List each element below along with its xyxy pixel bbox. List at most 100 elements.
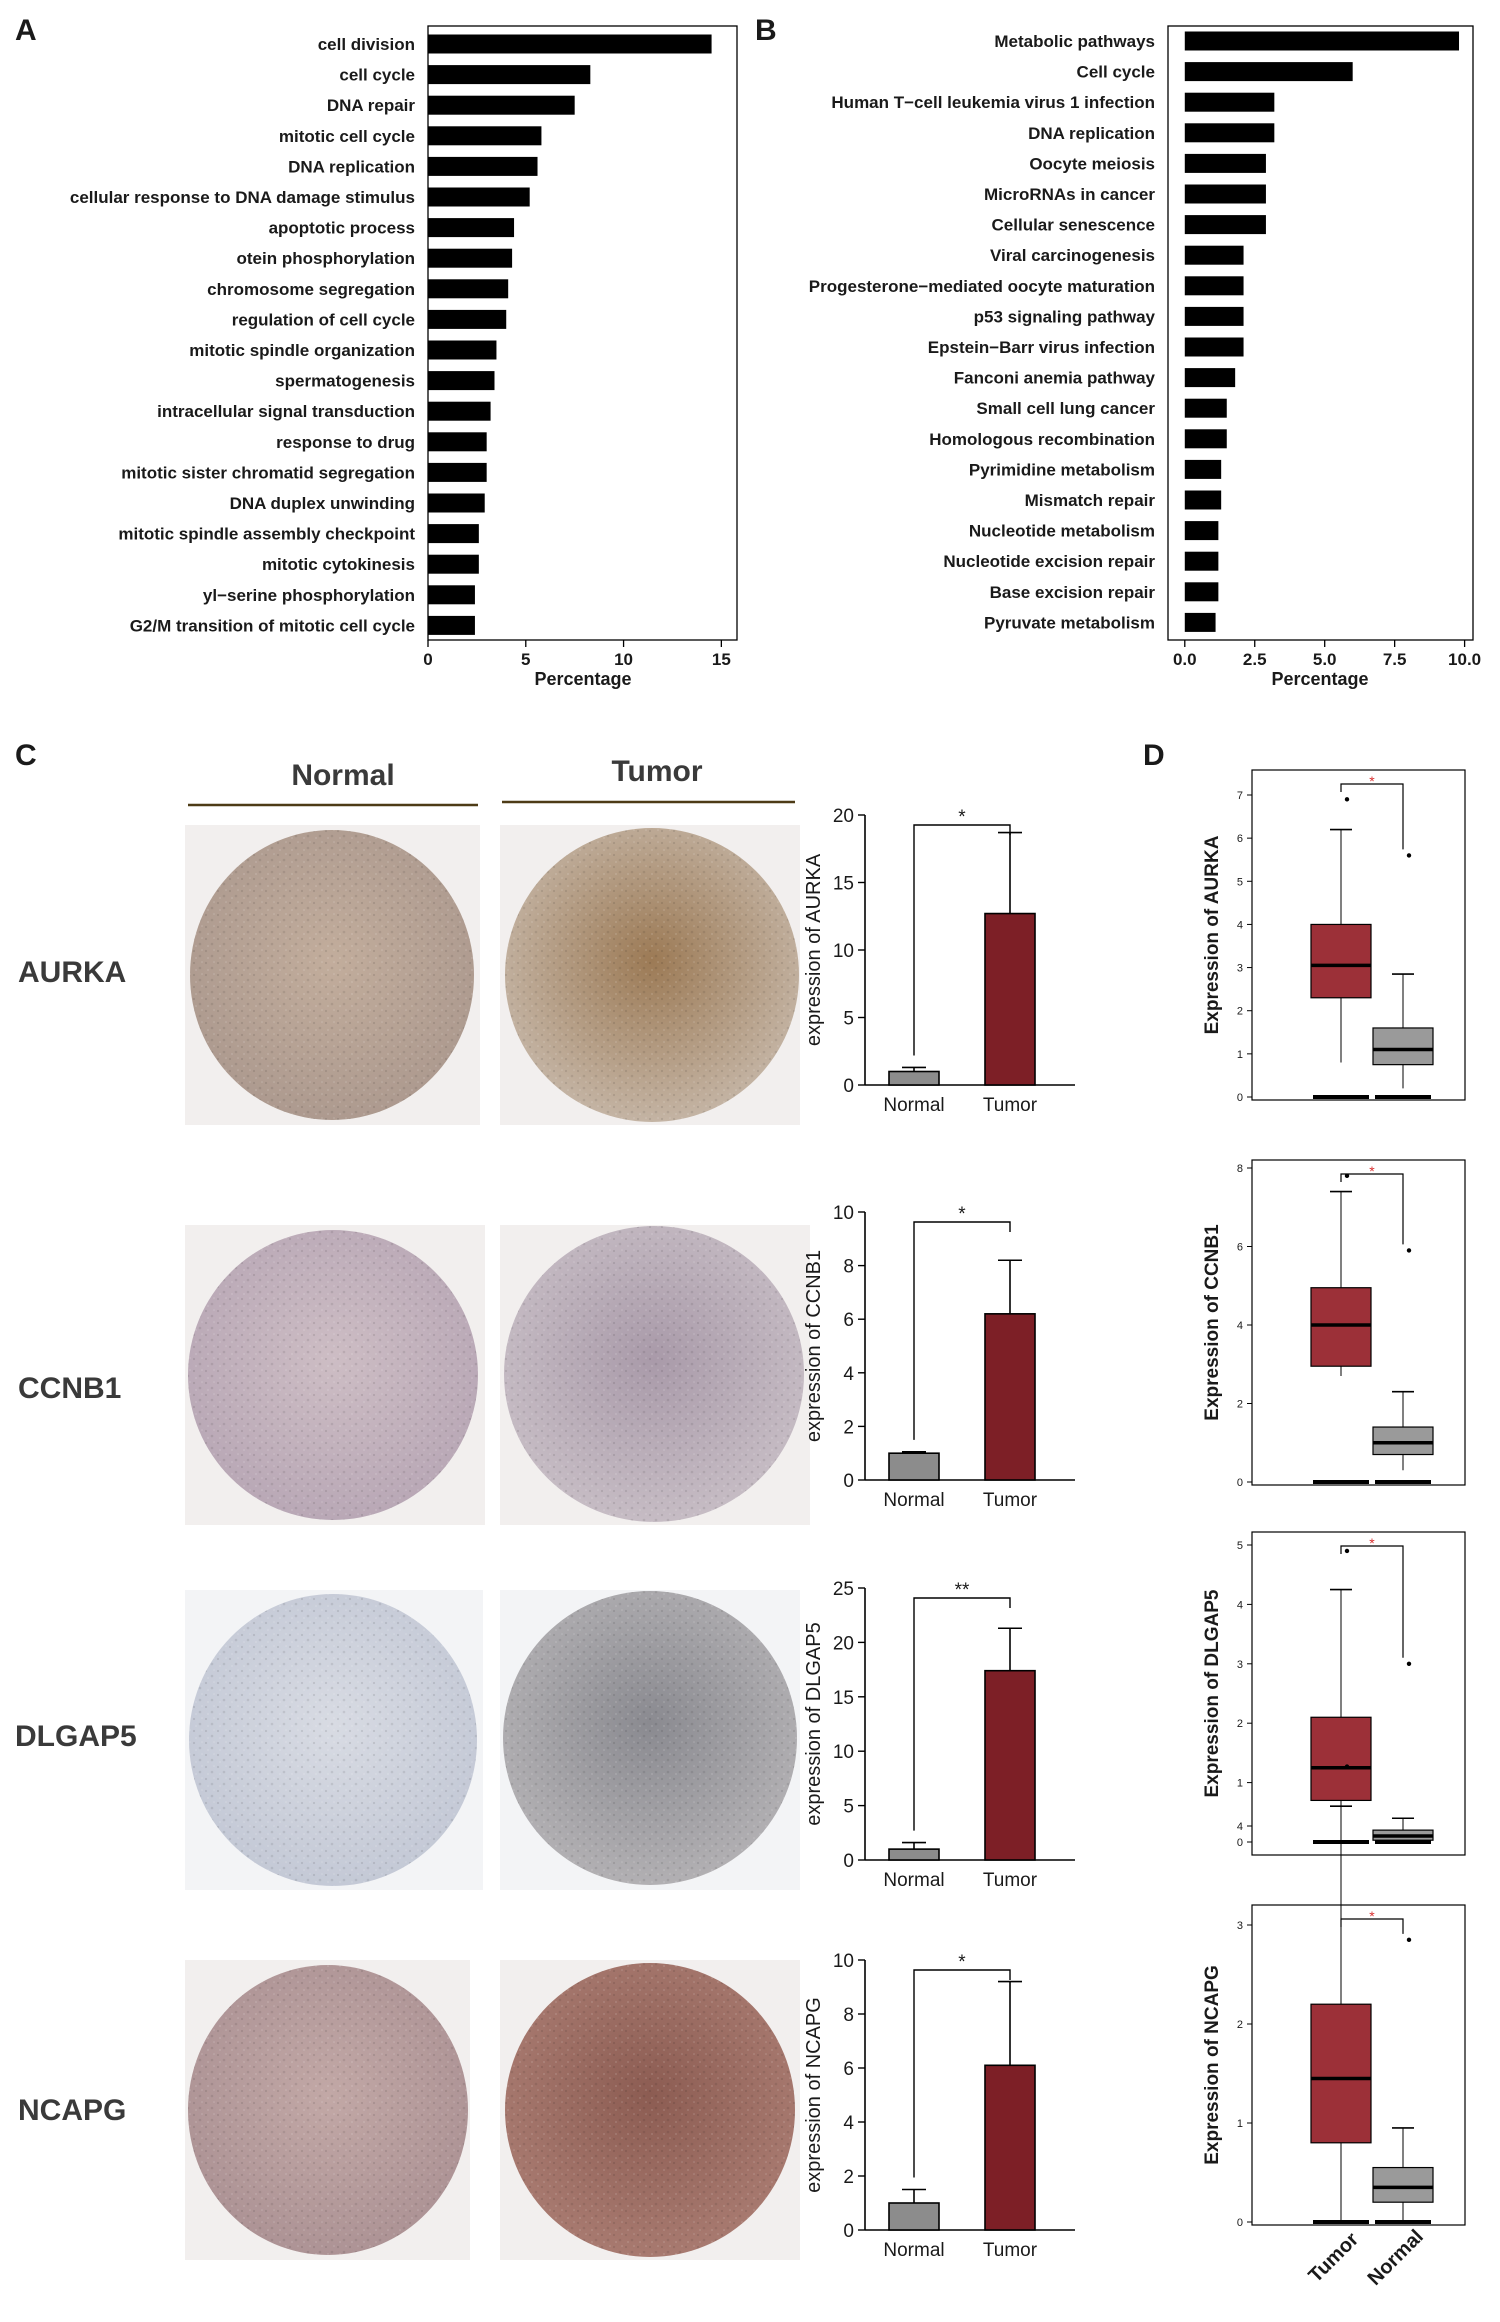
- gepia_aurka-box-tumor: [1310, 923, 1372, 999]
- gepia_dlgap5-ytick-label-1: 1: [1237, 1778, 1243, 1790]
- ihc_dlgap5-bar-normal: [888, 1848, 940, 1861]
- go_terms-bar-yl-serine-phosphorylation: [428, 585, 475, 605]
- ihc_ccnb1-xlabel-tumor: Tumor: [983, 1490, 1038, 1511]
- ihc_ccnb1-bar-normal: [888, 1452, 940, 1481]
- ihc_dlgap5-significance: **: [955, 1580, 970, 1601]
- gepia_aurka-significance: *: [1369, 773, 1375, 789]
- gepia_ncapg-ytick-label-4: 4: [1237, 1821, 1243, 1833]
- gepia_ncapg-significance: *: [1369, 1908, 1375, 1924]
- kegg_pathways-bar-pyrimidine-metabolism: [1184, 459, 1222, 479]
- go_terms-label-dna-replication: DNA replication: [288, 157, 415, 176]
- gepia_ccnb1-ytick-label-0: 0: [1237, 1477, 1243, 1489]
- gepia_ncapg-ytick-label-0: 0: [1237, 2217, 1243, 2229]
- ihc-tumor-dlgap5: [500, 1590, 800, 1890]
- kegg_pathways-label-human-t-cell-leukemia-virus-1-infection: Human T−cell leukemia virus 1 infection: [831, 93, 1155, 112]
- go_terms-label-otein-phosphorylation: otein phosphorylation: [237, 249, 416, 268]
- ihc_ncapg-significance: *: [958, 1952, 966, 1973]
- kegg_pathways-label-epstein-barr-virus-infection: Epstein−Barr virus infection: [928, 338, 1155, 357]
- gepia_aurka-ytick-label-4: 4: [1237, 919, 1243, 931]
- ihc_dlgap5-chart: 0 5 10 15 20 25 Normal Tumor ** expression of DLG…: [803, 1579, 1075, 1891]
- kegg_pathways-bar-base-excision-repair: [1184, 582, 1219, 602]
- kegg_pathways-bar-cellular-senescence: [1184, 215, 1266, 235]
- kegg_pathways-bar-mismatch-repair: [1184, 490, 1222, 510]
- ihc_ncapg-ylabel: expression of NCAPG: [803, 1997, 825, 2193]
- kegg_pathways-bar-epstein-barr-virus-infection: [1184, 337, 1244, 357]
- ihc_dlgap5-ytick-label-0: 0: [843, 1851, 854, 1872]
- gepia_ncapg-chart: 0 1 2 3 4 * Expression of NCAPG: [1202, 1764, 1466, 2229]
- gepia_dlgap5-ytick-label-5: 5: [1237, 1540, 1243, 1552]
- ihc_ncapg-chart: 0 2 4 6 8 10 Normal Tumor * expression of NCAPG: [803, 1951, 1075, 2261]
- ihc_dlgap5-ytick-label-3: 15: [833, 1688, 854, 1709]
- go_terms-label-chromosome-segregation: chromosome segregation: [207, 280, 415, 299]
- kegg_pathways-xtick-label-3: 7.5: [1383, 650, 1407, 669]
- gepia_aurka-ytick-label-5: 5: [1237, 876, 1243, 888]
- kegg_pathways-label-p53-signaling-pathway: p53 signaling pathway: [974, 307, 1156, 326]
- row-label-ncapg: NCAPG: [18, 2094, 126, 2127]
- ihc_ncapg-significance-bracket: [913, 1969, 1011, 2178]
- gepia_ncapg-ytick-label-1: 1: [1237, 2118, 1243, 2130]
- ihc-normal-ccnb1: [185, 1225, 485, 1525]
- kegg_pathways-label-dna-replication: DNA replication: [1028, 124, 1155, 143]
- go_terms-bar-mitotic-spindle-assembly-checkpoint: [428, 524, 479, 544]
- go_terms-label-regulation-of-cell-cycle: regulation of cell cycle: [232, 310, 415, 329]
- row-label-ccnb1: CCNB1: [18, 1372, 121, 1405]
- row-label-aurka: AURKA: [18, 956, 126, 989]
- ihc_aurka-significance-bracket: [913, 824, 1011, 1056]
- ihc_ccnb1-ytick-label-3: 6: [843, 1310, 854, 1331]
- ihc-normal-aurka: [185, 825, 480, 1125]
- ihc-normal-ncapg: [185, 1960, 470, 2260]
- gepia_ccnb1-chart: 0 2 4 6 8 * Expression of CCNB1: [1202, 1159, 1466, 1489]
- gepia_ncapg-top-outlier-tumor: [1344, 1764, 1350, 1769]
- gepia_aurka-ytick-label-7: 7: [1237, 790, 1243, 802]
- gepia_dlgap5-ylabel: Expression of DLGAP5: [1202, 1589, 1223, 1797]
- kegg_pathways-bar-dna-replication: [1184, 123, 1275, 143]
- ihc-normal-dlgap5: [185, 1590, 483, 1890]
- ihc_aurka-bar-normal: [888, 1070, 940, 1086]
- go_terms-label-spermatogenesis: spermatogenesis: [275, 372, 415, 391]
- go_terms-bar-apoptotic-process: [428, 218, 515, 238]
- ihc_dlgap5-ytick-label-4: 20: [833, 1633, 854, 1654]
- gepia_dlgap5-ytick-label-4: 4: [1237, 1599, 1243, 1611]
- gepia_aurka-ytick-label-6: 6: [1237, 833, 1243, 845]
- kegg_pathways-bar-viral-carcinogenesis: [1184, 245, 1244, 265]
- go_terms-bar-mitotic-spindle-organization: [428, 340, 497, 360]
- go_terms-xtick-label-0: 0: [423, 650, 432, 669]
- ihc_ncapg-bar-normal: [888, 2202, 940, 2231]
- panel-label-b: B: [755, 14, 777, 47]
- kegg_pathways-xtick-label-0: 0.0: [1173, 650, 1197, 669]
- go_terms-bar-mitotic-cell-cycle: [428, 126, 542, 146]
- go_terms-bar-response-to-drug: [428, 432, 487, 452]
- normal-column-header: Normal: [291, 759, 394, 792]
- gepia_dlgap5-chart: 0 1 2 3 4 5 * Expression of DLGAP5: [1202, 1531, 1466, 1856]
- go_terms-xtick-label-2: 10: [614, 650, 633, 669]
- kegg_pathways-label-oocyte-meiosis: Oocyte meiosis: [1029, 154, 1155, 173]
- kegg_pathways-xtick-label-2: 5.0: [1313, 650, 1337, 669]
- go_terms-bar-dna-duplex-unwinding: [428, 493, 485, 513]
- ihc_ccnb1-ytick-label-5: 10: [833, 1203, 854, 1224]
- ihc_ccnb1-ylabel: expression of CCNB1: [803, 1250, 825, 1442]
- kegg_pathways-label-metabolic-pathways: Metabolic pathways: [994, 32, 1155, 51]
- gepia_ccnb1-ylabel: Expression of CCNB1: [1202, 1224, 1223, 1421]
- go_terms-bar-dna-replication: [428, 156, 538, 176]
- kegg_pathways-label-homologous-recombination: Homologous recombination: [929, 430, 1155, 449]
- ihc_ccnb1-significance-bracket: [913, 1221, 1011, 1440]
- kegg_pathways-bar-nucleotide-metabolism: [1184, 521, 1219, 541]
- gepia_aurka-significance-bracket: [1340, 783, 1404, 850]
- go_terms-bar-regulation-of-cell-cycle: [428, 309, 507, 329]
- ihc_ncapg-ytick-label-1: 2: [843, 2167, 854, 2188]
- ihc_aurka-ytick-label-4: 20: [833, 806, 854, 827]
- ihc_aurka-xlabel-normal: Normal: [883, 1095, 944, 1116]
- go_terms-bar-otein-phosphorylation: [428, 248, 513, 268]
- ihc_dlgap5-ylabel: expression of DLGAP5: [803, 1622, 825, 1825]
- gepia_ncapg-ytick-label-3: 3: [1237, 1920, 1243, 1932]
- panel-label-c: C: [15, 739, 37, 772]
- go_terms-bar-intracellular-signal-transduction: [428, 401, 491, 421]
- row-label-dlgap5: DLGAP5: [15, 1720, 137, 1753]
- gepia_ncapg-top-outlier-normal: [1406, 1937, 1412, 1943]
- kegg_pathways-bar-homologous-recombination: [1184, 429, 1227, 449]
- ihc_ccnb1-ytick-label-4: 8: [843, 1257, 854, 1278]
- ihc_ncapg-ytick-label-5: 10: [833, 1951, 854, 1972]
- ihc_dlgap5-ytick-label-2: 10: [833, 1742, 854, 1763]
- ihc_aurka-chart: 0 5 10 15 20 Normal Tumor * expression of AURKA: [803, 806, 1075, 1116]
